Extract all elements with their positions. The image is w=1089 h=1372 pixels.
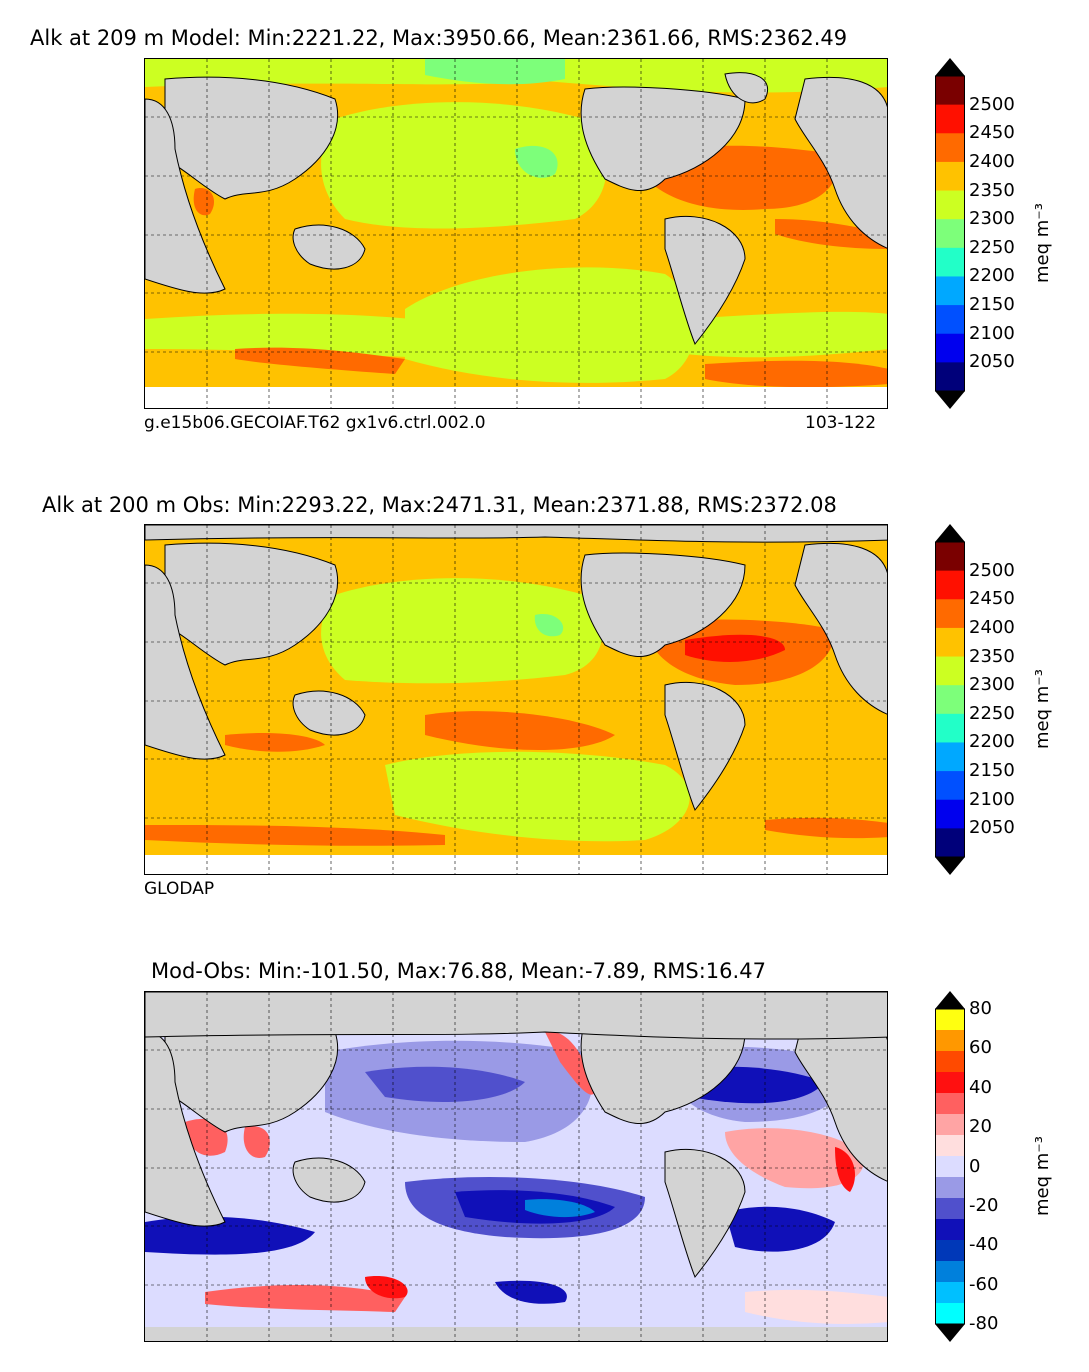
colorbar-segment bbox=[935, 713, 965, 743]
colorbar-tick-label: 2400 bbox=[969, 150, 1015, 172]
colorbar-segment bbox=[935, 771, 965, 801]
colorbar-tick-label: 2250 bbox=[969, 236, 1015, 258]
colorbar-unit-label: meq m⁻³ bbox=[1032, 202, 1053, 283]
colorbar-segment bbox=[935, 542, 965, 572]
colorbar-tick-label: 2050 bbox=[969, 817, 1015, 839]
colorbar-segment bbox=[935, 1135, 965, 1157]
colorbar-segment bbox=[935, 656, 965, 686]
colorbar-tick-label: 2500 bbox=[969, 93, 1015, 115]
colorbar-tick-label: 2450 bbox=[969, 122, 1015, 144]
panel3-map-svg bbox=[145, 992, 887, 1341]
colorbar-segment bbox=[935, 190, 965, 220]
colorbar-tick-label: 2400 bbox=[969, 616, 1015, 638]
colorbar-tick-label: 2150 bbox=[969, 294, 1015, 316]
colorbar-tick-label: 2250 bbox=[969, 702, 1015, 724]
colorbar-segment bbox=[935, 1282, 965, 1304]
colorbar-tick-label: 2300 bbox=[969, 674, 1015, 696]
colorbar-tick-label: 2450 bbox=[969, 588, 1015, 610]
colorbar-tick-label: 2300 bbox=[969, 208, 1015, 230]
colorbar-segment bbox=[935, 1051, 965, 1073]
colorbar-segment bbox=[935, 1156, 965, 1178]
colorbar-tick-label: 60 bbox=[969, 1037, 992, 1059]
panel1-title: Alk at 209 m Model: Min:2221.22, Max:395… bbox=[30, 26, 848, 50]
colorbar-segment bbox=[935, 742, 965, 772]
colorbar-tick-label: 2500 bbox=[969, 559, 1015, 581]
colorbar-segment bbox=[935, 1219, 965, 1241]
colorbar-segment bbox=[935, 133, 965, 163]
colorbar-unit-label: meq m⁻³ bbox=[1032, 668, 1053, 749]
colorbar-tick-label: 2200 bbox=[969, 731, 1015, 753]
colorbar-segment bbox=[935, 685, 965, 715]
colorbar-segment bbox=[935, 1261, 965, 1283]
panel1-footer-left: g.e15b06.GECOIAF.T62 gx1v6.ctrl.002.0 bbox=[144, 413, 486, 433]
colorbar-tick-label: 2050 bbox=[969, 351, 1015, 373]
panel1-map-svg bbox=[145, 59, 887, 408]
colorbar-segment bbox=[935, 1030, 965, 1052]
colorbar-segment bbox=[935, 247, 965, 277]
panel3-title: Mod-Obs: Min:-101.50, Max:76.88, Mean:-7… bbox=[151, 959, 766, 983]
panel2-colorbar bbox=[935, 524, 965, 875]
colorbar-segment bbox=[935, 1198, 965, 1220]
colorbar-segment bbox=[935, 161, 965, 192]
colorbar-tick-label: -40 bbox=[969, 1234, 999, 1256]
panel1-colorbar bbox=[935, 58, 965, 409]
colorbar-tick-label: 0 bbox=[969, 1155, 981, 1177]
colorbar-segment bbox=[935, 305, 965, 335]
panel3-colorbar bbox=[935, 991, 965, 1342]
colorbar-segment bbox=[935, 1303, 965, 1325]
colorbar-segment bbox=[935, 1093, 965, 1115]
colorbar-tick-label: 2150 bbox=[969, 760, 1015, 782]
panel3-colorbar-svg bbox=[935, 991, 965, 1342]
colorbar-tick-label: 80 bbox=[969, 998, 992, 1019]
colorbar-tick-label: 2100 bbox=[969, 788, 1015, 810]
panel2-title: Alk at 200 m Obs: Min:2293.22, Max:2471.… bbox=[42, 493, 837, 517]
panel3-map bbox=[144, 991, 888, 1342]
colorbar-segment bbox=[935, 1114, 965, 1136]
panel2-colorbar-svg bbox=[935, 524, 965, 875]
colorbar-segment bbox=[935, 276, 965, 306]
colorbar-tick-label: -60 bbox=[969, 1273, 999, 1295]
panel2-map bbox=[144, 524, 888, 875]
colorbar-tick-label: 2100 bbox=[969, 322, 1015, 344]
panel2-footer-left: GLODAP bbox=[144, 879, 215, 899]
colorbar-segment bbox=[935, 1072, 965, 1094]
panel2-map-svg bbox=[145, 525, 887, 874]
colorbar-segment bbox=[935, 599, 965, 629]
colorbar-segment bbox=[935, 799, 965, 829]
colorbar-tick-label: -20 bbox=[969, 1194, 999, 1216]
colorbar-segment bbox=[935, 333, 965, 363]
colorbar-segment bbox=[935, 104, 965, 134]
colorbar-segment bbox=[935, 570, 965, 600]
colorbar-tick-label: 2350 bbox=[969, 645, 1015, 667]
colorbar-tick-label: 2350 bbox=[969, 179, 1015, 201]
colorbar-tick-label: 40 bbox=[969, 1076, 992, 1098]
colorbar-segment bbox=[935, 362, 965, 392]
panel1-footer-right: 103-122 bbox=[805, 413, 877, 433]
panel1-colorbar-svg bbox=[935, 58, 965, 409]
colorbar-unit-label: meq m⁻³ bbox=[1032, 1135, 1053, 1216]
colorbar-segment bbox=[935, 76, 965, 106]
panel1-map bbox=[144, 58, 888, 409]
colorbar-tick-label: -80 bbox=[969, 1313, 999, 1334]
colorbar-segment bbox=[935, 219, 965, 249]
colorbar-segment bbox=[935, 1177, 965, 1199]
colorbar-segment bbox=[935, 1240, 965, 1262]
colorbar-tick-label: 20 bbox=[969, 1116, 992, 1138]
colorbar-tick-label: 2200 bbox=[969, 265, 1015, 287]
colorbar-segment bbox=[935, 627, 965, 658]
colorbar-segment bbox=[935, 828, 965, 858]
colorbar-segment bbox=[935, 1009, 965, 1031]
